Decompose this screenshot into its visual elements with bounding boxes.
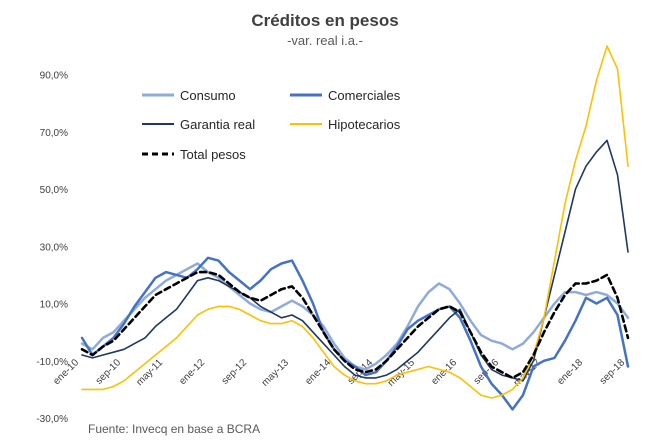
chart-subtitle: -var. real i.a.- (287, 33, 363, 48)
legend-label: Comerciales (328, 88, 401, 103)
legend: Consumo Comerciales Garantia real Hipotecar… (142, 88, 401, 162)
source-note: Fuente: Invecq en base a BCRA (88, 422, 260, 436)
y-tick-label: 50,0% (40, 185, 68, 196)
y-tick-label: 90,0% (40, 71, 68, 82)
series-line-garantia-real (81, 139, 629, 382)
legend-label: Garantia real (180, 117, 255, 132)
x-tick-label: sep-18 (598, 357, 628, 387)
x-tick-label: ene-14 (303, 357, 333, 387)
legend-label: Consumo (180, 88, 236, 103)
series-line-hipotecarios (81, 45, 629, 399)
y-tick-label: -30,0% (36, 414, 68, 425)
x-tick-label: may-11 (134, 357, 165, 388)
legend-label: Hipotecarios (328, 117, 401, 132)
y-tick-label: 10,0% (40, 300, 68, 311)
y-tick-label: 70,0% (40, 128, 68, 139)
y-tick-label: 30,0% (40, 242, 68, 253)
x-tick-label: sep-10 (94, 357, 124, 387)
series-line-consumo (80, 262, 630, 371)
series-line-comerciales (80, 256, 630, 411)
x-tick-label: sep-12 (220, 357, 250, 387)
legend-label: Total pesos (180, 147, 246, 162)
x-tick-label: may-13 (260, 357, 292, 389)
y-axis: -30,0% -10,0% 10,0% 30,0% 50,0% 70,0% 90,0% (36, 71, 68, 425)
x-tick-label: ene-18 (555, 357, 585, 387)
x-tick-label: ene-12 (177, 357, 207, 387)
y-tick-label: -10,0% (36, 357, 68, 368)
chart-title: Créditos en pesos (251, 11, 398, 30)
x-tick-label: ene-16 (429, 357, 459, 387)
series-line-total-pesos (80, 270, 630, 380)
plot-area (80, 45, 630, 411)
